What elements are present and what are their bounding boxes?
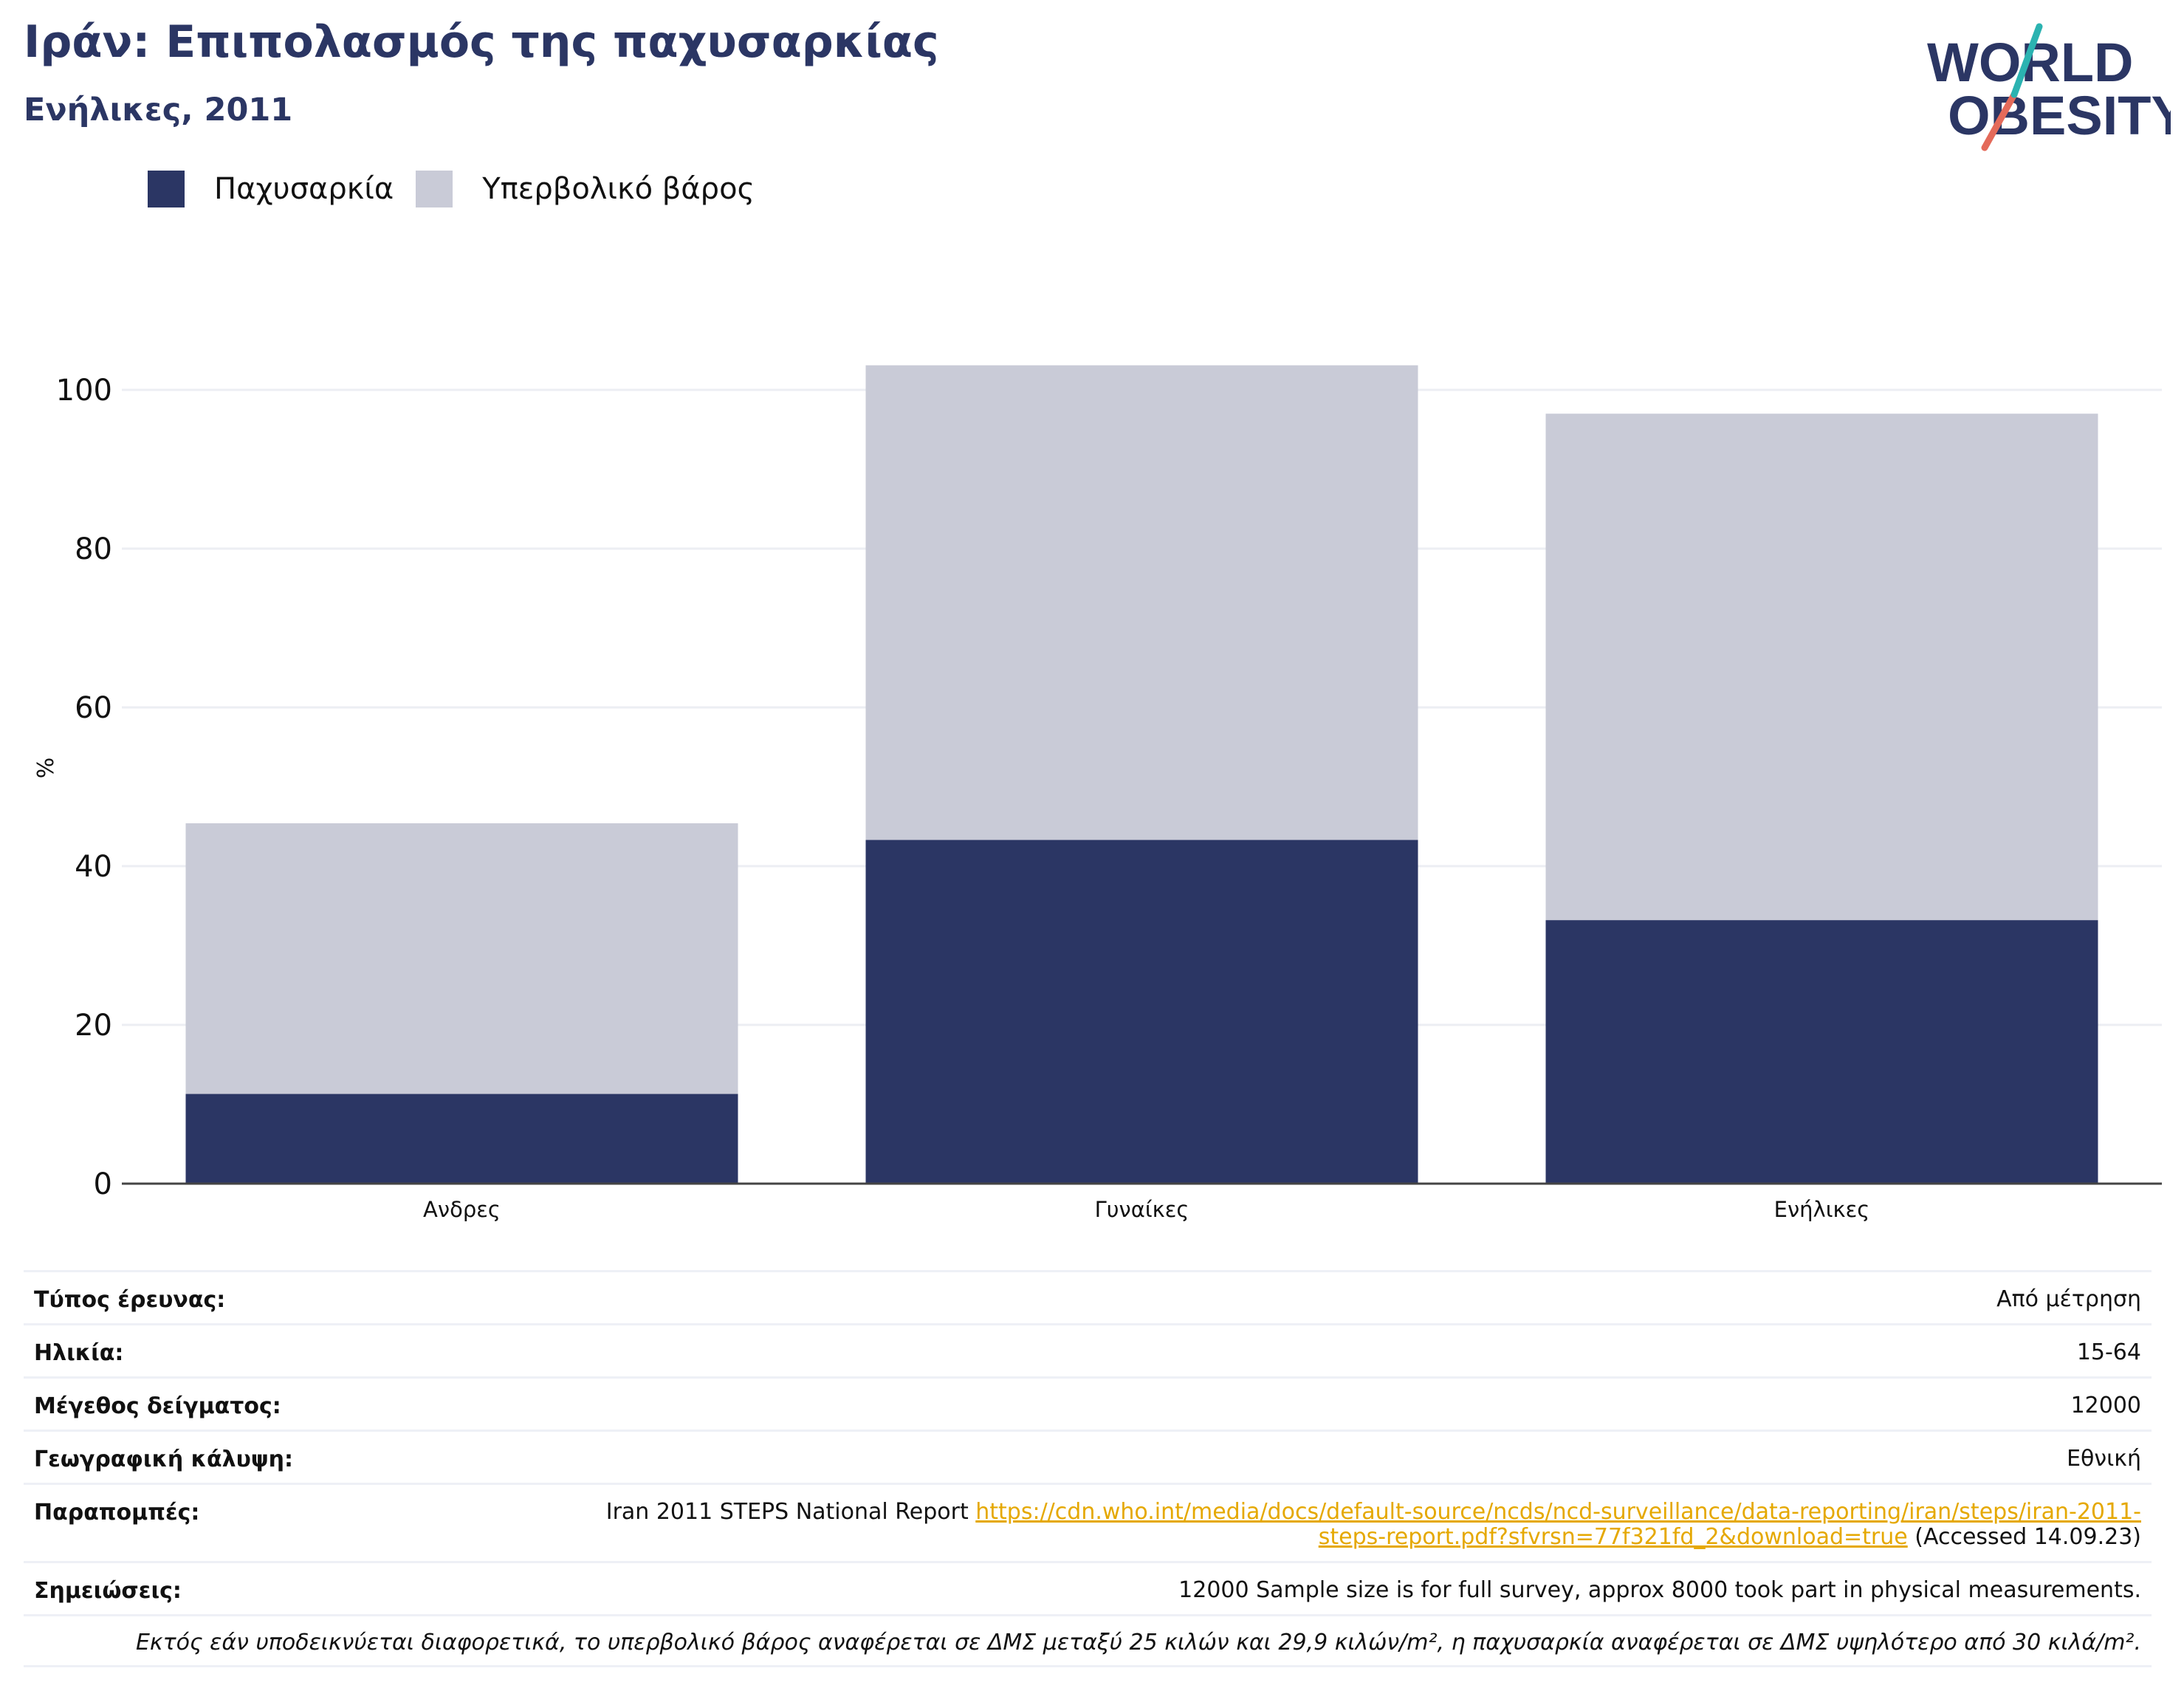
chart-title: Ιράν: Επιπολασμός της παχυσαρκίας: [24, 16, 939, 68]
reference-title: Iran 2011 STEPS National Report: [605, 1499, 976, 1525]
logo-slash-upper: [2010, 23, 2043, 98]
info-key: Μέγεθος δείγματος:: [34, 1393, 281, 1419]
bar-chart: 0 20 40 60 80 100% Ανδρες Γυναίκες Ενήλικες: [33, 365, 2162, 1222]
info-value-reference: Iran 2011 STEPS National Report https://…: [591, 1500, 2141, 1549]
bar-overweight: [1545, 414, 2098, 921]
logo-line1: WORLD: [1927, 32, 2134, 93]
info-row-coverage: Γεωγραφική κάλυψη: Εθνική: [24, 1430, 2152, 1483]
x-tick-label: Ανδρες: [423, 1197, 501, 1222]
info-row-sample-size: Μέγεθος δείγματος: 12000: [24, 1376, 2152, 1430]
bar-overweight: [865, 365, 1418, 840]
info-value: Εθνική: [2067, 1446, 2141, 1472]
info-value: 15-64: [2076, 1339, 2141, 1365]
y-tick-label: 20: [75, 1009, 112, 1043]
world-obesity-logo: WORLD OBESITY: [1927, 23, 2171, 151]
y-tick-label: 40: [75, 850, 112, 884]
x-tick-label: Ενήλικες: [1774, 1197, 1870, 1222]
info-row-notes: Σημειώσεις: 12000 Sample size is for ful…: [24, 1561, 2152, 1614]
info-row-survey-type: Τύπος έρευνας: Από μέτρηση: [24, 1270, 2152, 1323]
info-key: Σημειώσεις:: [34, 1578, 182, 1604]
legend-swatch-overweight: [416, 171, 453, 207]
legend-swatch-obesity: [148, 171, 185, 207]
y-tick-label: 80: [75, 532, 112, 566]
y-axis-label: %: [33, 758, 59, 779]
y-tick-label: 0: [94, 1167, 112, 1201]
info-row-age: Ηλικία: 15-64: [24, 1323, 2152, 1376]
info-value: Από μέτρηση: [1996, 1286, 2141, 1312]
legend-label-overweight: Υπερβολικό βάρος: [482, 172, 755, 206]
bar-obesity: [865, 840, 1418, 1184]
info-value: 12000 Sample size is for full survey, ap…: [1178, 1577, 2141, 1603]
info-row-references: Παραπομπές: Iran 2011 STEPS National Rep…: [24, 1483, 2152, 1561]
reference-link[interactable]: https://cdn.who.int/media/docs/default-s…: [975, 1499, 2141, 1550]
logo-line2: OBESITY: [1948, 85, 2171, 146]
chart-legend: Παχυσαρκία Υπερβολικό βάρος: [148, 168, 777, 210]
survey-info-table: Τύπος έρευνας: Από μέτρηση Ηλικία: 15-64…: [24, 1270, 2152, 1667]
footnote: Εκτός εάν υποδεικνύεται διαφορετικά, το …: [24, 1614, 2152, 1667]
reference-accessed: (Accessed 14.09.23): [1907, 1523, 2141, 1550]
chart-subtitle: Ενήλικες, 2011: [24, 92, 293, 128]
legend-item-overweight[interactable]: Υπερβολικό βάρος: [416, 171, 755, 207]
legend-item-obesity[interactable]: Παχυσαρκία: [148, 171, 394, 207]
bar-overweight: [185, 823, 738, 1094]
y-tick-label: 100: [56, 374, 112, 408]
x-tick-label: Γυναίκες: [1095, 1197, 1189, 1222]
info-key: Παραπομπές:: [34, 1500, 200, 1526]
logo-slash-lower: [1981, 91, 2018, 151]
legend-label-obesity: Παχυσαρκία: [214, 172, 394, 206]
y-tick-label: 60: [75, 691, 112, 725]
info-key: Τύπος έρευνας:: [34, 1287, 226, 1313]
bar-obesity: [1545, 920, 2098, 1184]
bar-obesity: [185, 1094, 738, 1184]
info-key: Ηλικία:: [34, 1340, 124, 1366]
info-key: Γεωγραφική κάλυψη:: [34, 1447, 294, 1472]
info-value: 12000: [2070, 1393, 2141, 1418]
